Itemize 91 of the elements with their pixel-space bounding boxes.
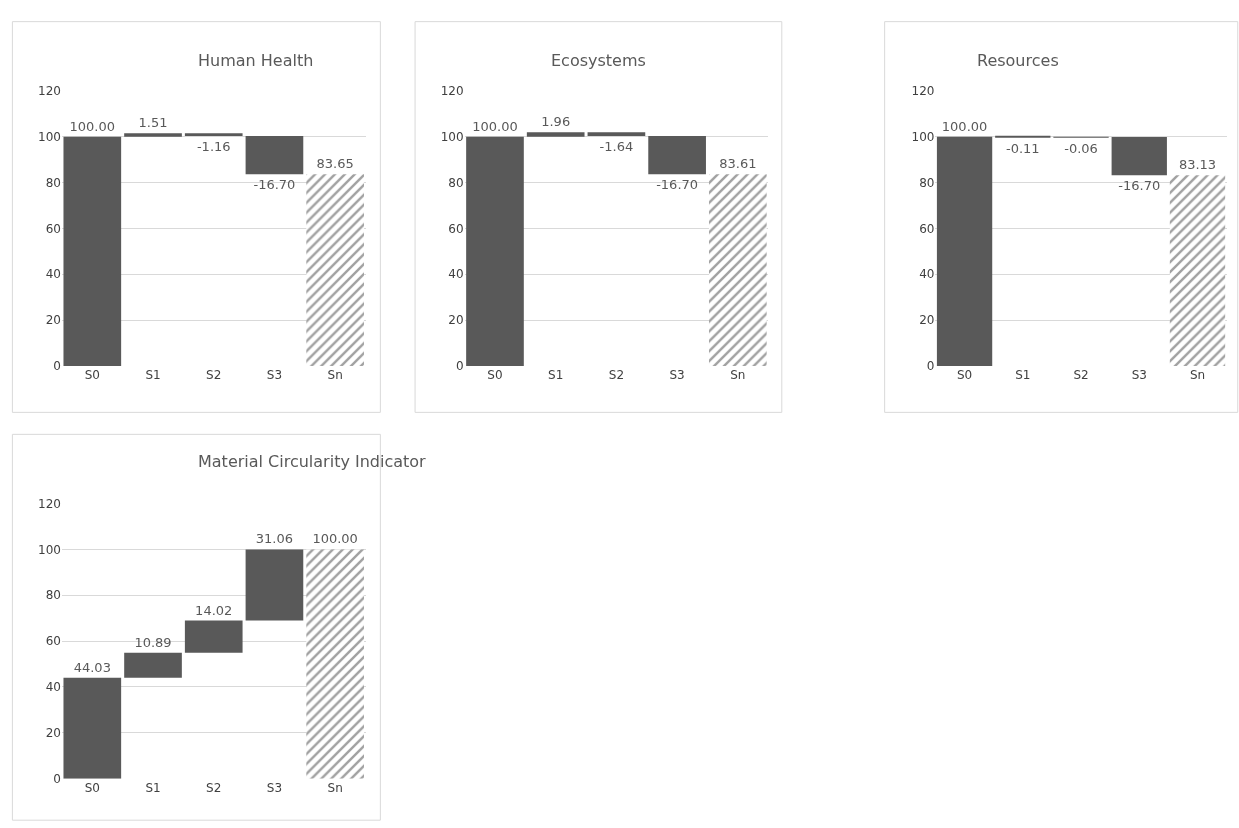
chart-title: Resources xyxy=(977,51,1059,70)
y-tick-label: 0 xyxy=(53,359,61,374)
bar xyxy=(526,132,585,137)
data-label: 31.06 xyxy=(255,531,294,547)
y-tick-label: 60 xyxy=(45,634,61,649)
y-tick-label: 100 xyxy=(38,129,61,144)
y-tick-label: 80 xyxy=(448,175,464,190)
x-tick-label: S3 xyxy=(266,780,283,795)
y-tick-label: 20 xyxy=(45,726,61,741)
x-tick-label: S3 xyxy=(266,367,283,382)
bar xyxy=(306,549,364,779)
data-label: 83.61 xyxy=(719,156,757,172)
bar xyxy=(184,133,243,136)
data-label: 10.89 xyxy=(134,634,172,650)
y-tick-label: 40 xyxy=(45,267,61,282)
y-tick-label: 60 xyxy=(448,221,464,236)
y-tick-label: 100 xyxy=(911,129,935,144)
x-tick-label: S2 xyxy=(206,780,222,795)
x-tick-label: S2 xyxy=(206,367,222,382)
y-tick-label: 80 xyxy=(919,175,935,190)
x-tick-label: Sn xyxy=(327,367,343,382)
y-tick-label: 40 xyxy=(919,267,935,282)
bar xyxy=(466,136,524,366)
data-label: 100.00 xyxy=(69,118,116,134)
x-tick-label: S3 xyxy=(1131,367,1147,382)
data-label: -16.70 xyxy=(253,177,296,193)
x-tick-label: S1 xyxy=(1015,367,1031,382)
x-tick-label: S3 xyxy=(669,367,685,382)
x-tick-label: S0 xyxy=(84,367,100,382)
bar xyxy=(63,136,122,366)
x-tick-label: Sn xyxy=(1189,367,1206,382)
y-tick-label: 60 xyxy=(45,221,61,236)
bar xyxy=(124,133,182,137)
bar xyxy=(63,677,122,779)
bar xyxy=(1169,175,1226,366)
y-tick-label: 120 xyxy=(38,496,61,511)
y-tick-label: 20 xyxy=(448,313,464,328)
y-tick-label: 0 xyxy=(53,771,61,786)
y-tick-label: 80 xyxy=(45,175,61,190)
bar xyxy=(995,135,1051,138)
data-label: -1.16 xyxy=(196,138,231,154)
data-label: 44.03 xyxy=(73,659,111,675)
y-tick-label: 20 xyxy=(45,313,61,328)
x-tick-label: Sn xyxy=(730,367,746,382)
bar xyxy=(708,174,767,366)
data-label: 83.65 xyxy=(316,156,354,172)
x-tick-label: S0 xyxy=(487,367,503,382)
y-tick-label: 120 xyxy=(911,84,935,99)
data-label: -16.70 xyxy=(1118,178,1161,194)
x-tick-label: S0 xyxy=(84,780,100,795)
y-tick-label: 60 xyxy=(919,221,935,236)
bar xyxy=(936,136,993,366)
data-label: 14.02 xyxy=(195,602,233,618)
y-tick-label: 120 xyxy=(38,84,61,99)
bar xyxy=(1111,137,1167,176)
y-tick-label: 20 xyxy=(919,313,935,328)
bar xyxy=(124,652,182,678)
y-tick-label: 40 xyxy=(448,267,464,282)
x-tick-label: S2 xyxy=(1073,367,1089,382)
bar xyxy=(306,174,364,366)
bar xyxy=(245,549,304,621)
x-tick-label: S0 xyxy=(956,367,973,382)
y-tick-label: 80 xyxy=(45,588,61,603)
data-label: 83.13 xyxy=(1178,157,1217,173)
y-tick-label: 120 xyxy=(440,84,464,99)
data-label: 1.96 xyxy=(541,114,571,130)
x-tick-label: Sn xyxy=(327,780,343,795)
chart-title: Human Health xyxy=(198,51,314,70)
data-label: -0.11 xyxy=(1005,140,1040,156)
bar xyxy=(587,132,646,136)
chart-title: Material Circularity Indicator xyxy=(198,452,427,471)
bar xyxy=(184,620,243,653)
data-label: 100.00 xyxy=(312,531,358,547)
data-label: -16.70 xyxy=(656,177,699,193)
x-tick-label: S2 xyxy=(608,367,625,382)
data-label: 1.51 xyxy=(138,115,168,131)
x-tick-label: S1 xyxy=(145,367,161,382)
data-label: -0.06 xyxy=(1064,140,1098,156)
data-label: -1.64 xyxy=(599,138,634,154)
y-tick-label: 0 xyxy=(926,359,935,374)
chart-title: Ecosystems xyxy=(551,51,646,70)
data-label: 100.00 xyxy=(941,118,988,134)
y-tick-label: 0 xyxy=(455,359,464,374)
y-tick-label: 100 xyxy=(38,542,61,557)
x-tick-label: S1 xyxy=(145,780,161,795)
bar xyxy=(245,135,304,175)
x-tick-label: S1 xyxy=(548,367,564,382)
y-tick-label: 100 xyxy=(440,129,464,144)
data-label: 100.00 xyxy=(472,118,518,134)
bar xyxy=(648,135,706,175)
y-tick-label: 40 xyxy=(45,680,61,695)
